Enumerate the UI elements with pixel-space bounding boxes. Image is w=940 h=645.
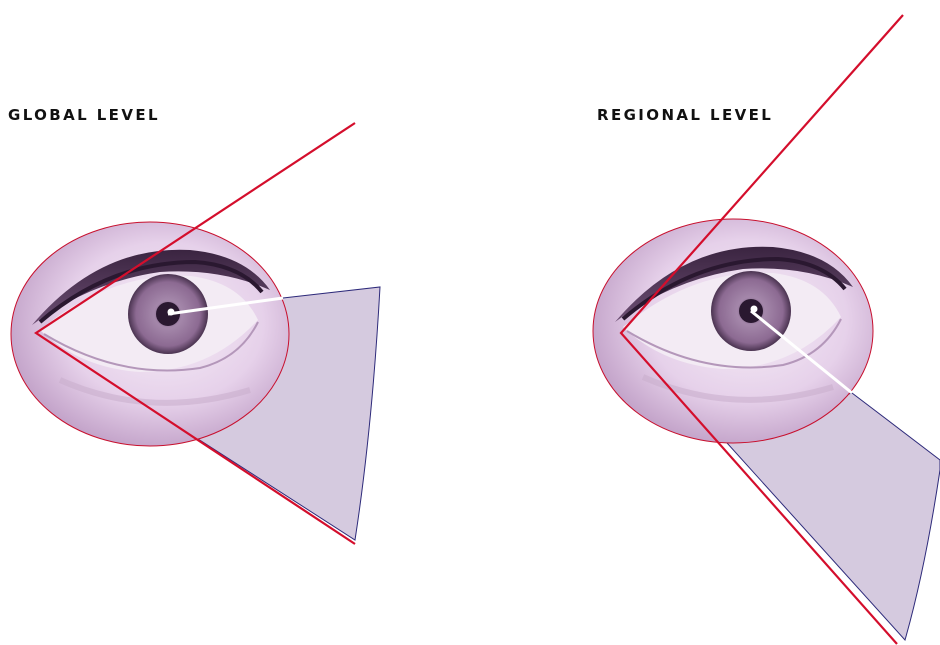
field-of-view-wedge <box>194 286 381 541</box>
vision-cone-lines <box>34 122 356 545</box>
eye-icon <box>10 221 290 447</box>
field-of-view-wedge <box>717 392 940 642</box>
regional-level-label: REGIONAL LEVEL <box>597 106 774 124</box>
sight-line <box>750 309 853 395</box>
sight-line <box>167 296 284 316</box>
global-panel <box>10 122 381 545</box>
global-level-label: GLOBAL LEVEL <box>8 106 160 124</box>
vision-cone-lines <box>619 14 904 645</box>
eye-icon <box>592 218 874 444</box>
regional-panel <box>592 14 940 645</box>
